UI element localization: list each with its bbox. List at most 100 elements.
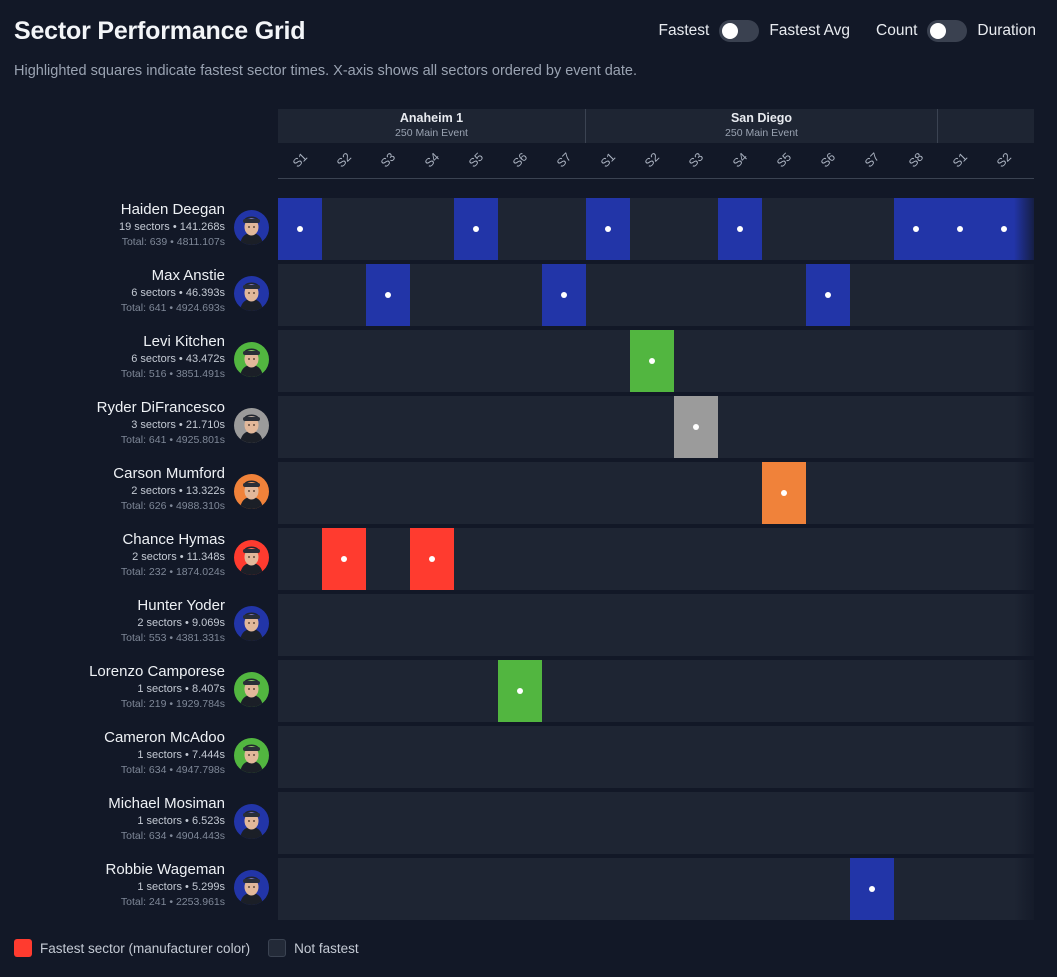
rider-total-stats: Total: 639 • 4811.107s (121, 236, 225, 248)
rider-info: Hunter Yoder 2 sectors • 9.069s Total: 553… (5, 594, 225, 644)
sector-label: S2 (993, 149, 1015, 171)
fastest-marker-dot (869, 886, 875, 892)
sector-label: S1 (597, 149, 619, 171)
rider-name[interactable]: Hunter Yoder (137, 597, 225, 614)
fastest-marker-dot (605, 226, 611, 232)
toggle-count-label: Count (876, 22, 918, 39)
scroll-fade (1014, 330, 1036, 392)
rider-info: Lorenzo Camporese 1 sectors • 8.407s Total… (5, 660, 225, 710)
rider-sector-row (278, 396, 1034, 458)
rider-row: Chance Hymas 2 sectors • 11.348s Total: 23… (0, 528, 1057, 590)
fastest-mode-toggle[interactable] (719, 20, 760, 42)
rider-info: Max Anstie 6 sectors • 46.393s Total: 641 … (5, 264, 225, 314)
fastest-sector-cell[interactable] (762, 462, 806, 524)
sector-label: S3 (685, 149, 707, 171)
rider-row: Michael Mosiman 1 sectors • 6.523s Total: … (0, 792, 1057, 854)
fastest-sector-cell[interactable] (894, 198, 938, 260)
toggle-knob (930, 23, 947, 39)
fastest-marker-dot (1001, 226, 1007, 232)
rider-row: Lorenzo Camporese 1 sectors • 8.407s Total… (0, 660, 1057, 722)
rider-info: Carson Mumford 2 sectors • 13.322s Total: … (5, 462, 225, 512)
rider-sector-row (278, 660, 1034, 722)
rider-row: Max Anstie 6 sectors • 46.393s Total: 641 … (0, 264, 1057, 326)
fastest-marker-dot (781, 490, 787, 496)
rider-name[interactable]: Cameron McAdoo (104, 729, 225, 746)
toggle-duration-label: Duration (977, 22, 1036, 39)
fastest-sector-cell[interactable] (498, 660, 542, 722)
fastest-sector-cell[interactable] (454, 198, 498, 260)
rider-total-stats: Total: 516 • 3851.491s (120, 368, 225, 380)
rider-sector-row (278, 726, 1034, 788)
rider-row: Robbie Wageman 1 sectors • 5.299s Total: 2… (0, 858, 1057, 920)
rider-sector-stats: 19 sectors • 141.268s (119, 221, 225, 233)
fastest-sector-cell[interactable] (542, 264, 586, 326)
scroll-fade (1014, 264, 1036, 326)
rider-total-stats: Total: 634 • 4947.798s (120, 764, 225, 776)
rider-sector-stats: 1 sectors • 8.407s (137, 683, 225, 695)
rider-sector-stats: 2 sectors • 9.069s (137, 617, 225, 629)
fastest-sector-cell[interactable] (278, 198, 322, 260)
rider-sector-stats: 1 sectors • 7.444s (137, 749, 225, 761)
rider-total-stats: Total: 553 • 4381.331s (120, 632, 225, 644)
rider-name[interactable]: Robbie Wageman (105, 861, 225, 878)
rider-row: Carson Mumford 2 sectors • 13.322s Total: … (0, 462, 1057, 524)
fastest-sector-cell[interactable] (630, 330, 674, 392)
rider-name[interactable]: Chance Hymas (122, 531, 225, 548)
fastest-marker-dot (561, 292, 567, 298)
toggle-knob (722, 23, 739, 39)
rider-sector-row (278, 198, 1034, 260)
legend-fastest-swatch (14, 939, 32, 957)
fastest-sector-cell[interactable] (322, 528, 366, 590)
event-header: Anaheim 1 250 Main Event San Diego 250 Main… (278, 109, 1034, 143)
rider-name[interactable]: Max Anstie (151, 267, 225, 284)
fastest-sector-cell[interactable] (586, 198, 630, 260)
toggle-fastest-avg-label: Fastest Avg (769, 22, 851, 39)
legend-fastest-label: Fastest sector (manufacturer color) (40, 940, 251, 956)
legend-not-fastest-label: Not fastest (294, 940, 359, 956)
rider-avatar (234, 474, 269, 509)
legend-not-fastest-swatch (268, 939, 287, 957)
fastest-marker-dot (913, 226, 919, 232)
scroll-fade (1014, 594, 1036, 656)
fastest-sector-cell[interactable] (718, 198, 762, 260)
fastest-marker-dot (693, 424, 699, 430)
legend: Fastest sector (manufacturer color) Not … (14, 939, 359, 957)
fastest-sector-cell[interactable] (806, 264, 850, 326)
sector-axis: S1 S2 S3 S4 S5 S6 S7 S1 S2 S3 S4 S5 S6 S7 S8 S1 S2 (278, 143, 1034, 179)
rider-avatar (234, 804, 269, 839)
rider-total-stats: Total: 641 • 4925.801s (120, 434, 225, 446)
rider-total-stats: Total: 241 • 2253.961s (120, 896, 225, 908)
fastest-sector-cell[interactable] (410, 528, 454, 590)
rider-name[interactable]: Ryder DiFrancesco (96, 399, 225, 416)
scroll-fade (1014, 726, 1036, 788)
sector-label: S4 (421, 149, 443, 171)
rider-sector-stats: 6 sectors • 43.472s (131, 353, 225, 365)
rider-sector-stats: 2 sectors • 11.348s (132, 551, 225, 563)
fastest-sector-cell[interactable] (938, 198, 982, 260)
rider-name[interactable]: Michael Mosiman (108, 795, 225, 812)
rider-avatar (234, 606, 269, 641)
fastest-marker-dot (341, 556, 347, 562)
rider-sector-row (278, 792, 1034, 854)
rider-info: Haiden Deegan 19 sectors • 141.268s Total:… (5, 198, 225, 248)
rider-avatar (234, 276, 269, 311)
rider-name[interactable]: Carson Mumford (113, 465, 225, 482)
rider-name[interactable]: Levi Kitchen (143, 333, 225, 350)
rider-avatar (234, 738, 269, 773)
fastest-sector-cell[interactable] (366, 264, 410, 326)
fastest-sector-cell[interactable] (674, 396, 718, 458)
fastest-sector-cell[interactable] (850, 858, 894, 920)
fastest-marker-dot (825, 292, 831, 298)
rider-info: Ryder DiFrancesco 3 sectors • 21.710s Tota… (5, 396, 225, 446)
event-header-2 (938, 109, 1034, 143)
rider-row: Haiden Deegan 19 sectors • 141.268s Total:… (0, 198, 1057, 260)
rider-sector-stats: 1 sectors • 6.523s (137, 815, 225, 827)
rider-name[interactable]: Lorenzo Camporese (89, 663, 225, 680)
scroll-fade (1014, 528, 1036, 590)
rider-name[interactable]: Haiden Deegan (120, 201, 225, 218)
fastest-marker-dot (649, 358, 655, 364)
scroll-fade (1014, 858, 1036, 920)
rider-sector-row (278, 264, 1034, 326)
fastest-marker-dot (737, 226, 743, 232)
count-duration-toggle[interactable] (927, 20, 968, 42)
